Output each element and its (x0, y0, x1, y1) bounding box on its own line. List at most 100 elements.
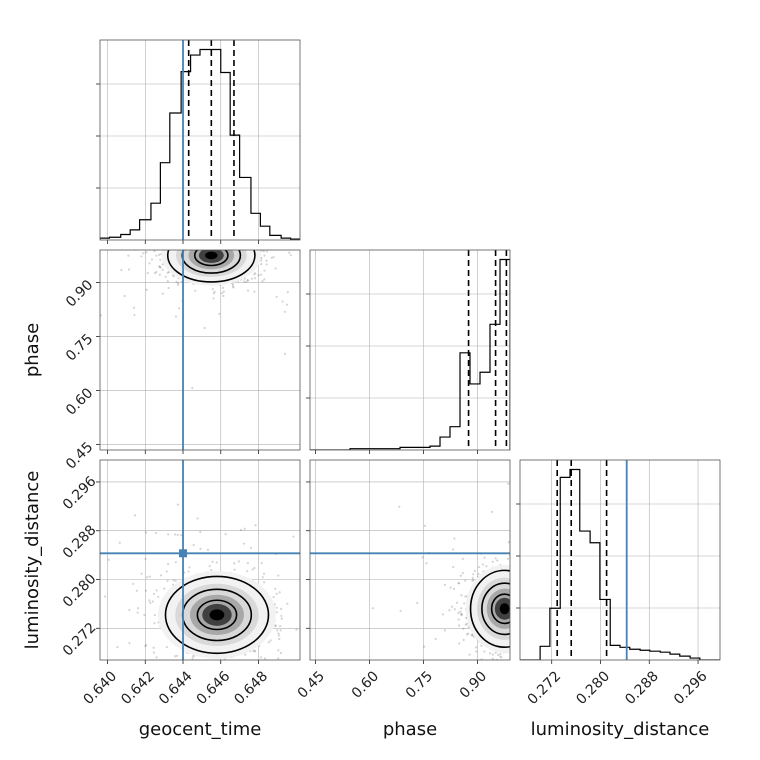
sample-point (278, 625, 282, 628)
sample-point (262, 250, 266, 253)
sample-point (173, 533, 177, 536)
sample-point (286, 602, 289, 605)
sample-point (491, 657, 494, 660)
hist-luminosity-distance-steps (520, 468, 720, 660)
sample-point (232, 286, 235, 289)
sample-point (222, 294, 225, 298)
sample-point (277, 632, 280, 635)
sample-point (460, 613, 463, 617)
sample-point (152, 646, 155, 649)
sample-point (215, 561, 218, 564)
sample-point (278, 634, 281, 637)
sample-point (188, 566, 191, 569)
sample-point (155, 270, 158, 274)
sample-point (281, 300, 284, 303)
hist-luminosity-distance-frame (519, 459, 721, 661)
sample-point (275, 295, 278, 298)
sample-point (272, 256, 275, 259)
sample-point (132, 306, 136, 309)
sample-point (155, 656, 158, 659)
sample-point (460, 607, 463, 610)
sample-point (270, 256, 273, 259)
sample-point (286, 303, 289, 306)
sample-point (127, 268, 131, 271)
sample-point (133, 313, 136, 317)
sample-point (148, 575, 151, 578)
sample-point (245, 280, 248, 284)
sample-point (462, 638, 465, 642)
sample-point (472, 578, 475, 581)
sample-point (262, 572, 266, 575)
sample-point (253, 273, 256, 276)
sample-point (192, 655, 195, 658)
sample-point (265, 263, 268, 266)
sample-point (206, 548, 210, 552)
sample-point (254, 650, 257, 653)
sample-point (158, 265, 161, 268)
sample-point (218, 312, 221, 316)
sample-point (128, 608, 131, 612)
sample-point (153, 622, 156, 625)
sample-point (275, 611, 278, 614)
sample-point (425, 562, 428, 565)
sample-point (140, 255, 143, 258)
sample-point (155, 589, 158, 592)
sample-point (399, 609, 402, 613)
sample-point (269, 639, 272, 642)
sample-point (260, 259, 263, 262)
sample-point (253, 277, 257, 280)
sample-point (507, 541, 510, 544)
sample-point (194, 289, 197, 292)
sample-point (494, 557, 497, 560)
sample-point (159, 266, 162, 269)
sample-point (279, 651, 282, 655)
sample-point (263, 657, 267, 660)
hist-geocent-time-steps (100, 48, 300, 240)
sample-point (453, 537, 456, 540)
sample-point (465, 622, 469, 625)
sample-point (267, 641, 270, 644)
sample-point (275, 606, 278, 609)
sample-point (159, 258, 162, 261)
sample-point (261, 576, 264, 579)
sample-point (295, 628, 298, 631)
sample-point (177, 282, 180, 285)
sample-point (210, 568, 213, 572)
sample-point (159, 265, 162, 268)
sample-point (199, 530, 202, 533)
scatter-luminosity-distance-vs-phase-frame (309, 459, 511, 661)
sample-point (506, 557, 510, 560)
sample-point (460, 613, 463, 616)
sample-point (500, 656, 503, 659)
sample-point (132, 582, 135, 586)
sample-point (118, 541, 121, 544)
density-contour (193, 250, 229, 267)
sample-point (143, 613, 146, 617)
sample-point (149, 601, 152, 605)
sample-point (165, 645, 168, 649)
density-fill (205, 251, 218, 260)
sample-point (494, 651, 497, 654)
sample-point (450, 605, 454, 608)
sample-point (222, 290, 225, 293)
sample-point (172, 275, 175, 278)
sample-point (288, 251, 291, 254)
sample-point (263, 254, 266, 257)
sample-point (398, 505, 401, 508)
sample-point (158, 273, 161, 276)
sample-point (462, 627, 465, 630)
sample-point (237, 560, 240, 563)
sample-point (496, 559, 499, 562)
sample-point (471, 579, 474, 583)
sample-point (279, 629, 282, 632)
sample-point (272, 595, 275, 599)
x-axis-label-phase: phase (383, 719, 437, 740)
sample-point (421, 556, 424, 559)
scatter-phase-vs-geocent-time-frame (99, 249, 301, 451)
sample-point (144, 589, 148, 592)
sample-point (166, 271, 169, 274)
sample-point (140, 572, 143, 575)
sample-point (167, 286, 170, 290)
sample-point (292, 535, 295, 538)
sample-point (174, 315, 178, 318)
